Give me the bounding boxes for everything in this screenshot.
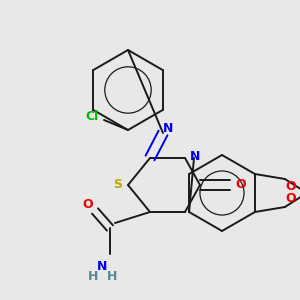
Text: N: N: [190, 149, 200, 163]
Text: O: O: [83, 197, 93, 211]
Text: S: S: [113, 178, 122, 191]
Text: O: O: [286, 181, 296, 194]
Text: O: O: [236, 178, 246, 191]
Text: N: N: [163, 122, 173, 136]
Text: Cl: Cl: [85, 110, 99, 122]
Text: O: O: [286, 193, 296, 206]
Text: N: N: [97, 260, 107, 272]
Text: H: H: [88, 269, 98, 283]
Text: H: H: [107, 269, 117, 283]
